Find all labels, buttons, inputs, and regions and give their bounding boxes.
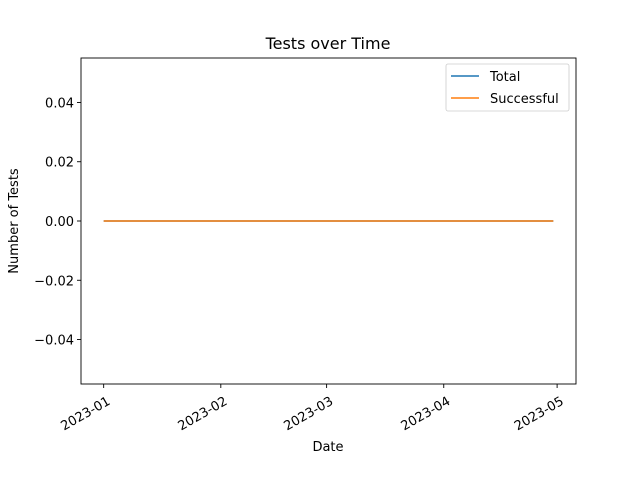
- chart-title: Tests over Time: [265, 34, 391, 53]
- y-tick-label: 0.00: [45, 215, 74, 230]
- y-axis-label: Number of Tests: [7, 168, 22, 274]
- legend-label-total: Total: [489, 70, 520, 85]
- x-axis-label: Date: [312, 440, 343, 455]
- y-tick-label: −0.02: [34, 274, 74, 289]
- y-tick-label: −0.04: [34, 334, 74, 349]
- legend-label-successful: Successful: [490, 92, 559, 107]
- y-tick-label: 0.02: [45, 156, 74, 171]
- y-tick-label: 0.04: [45, 96, 74, 111]
